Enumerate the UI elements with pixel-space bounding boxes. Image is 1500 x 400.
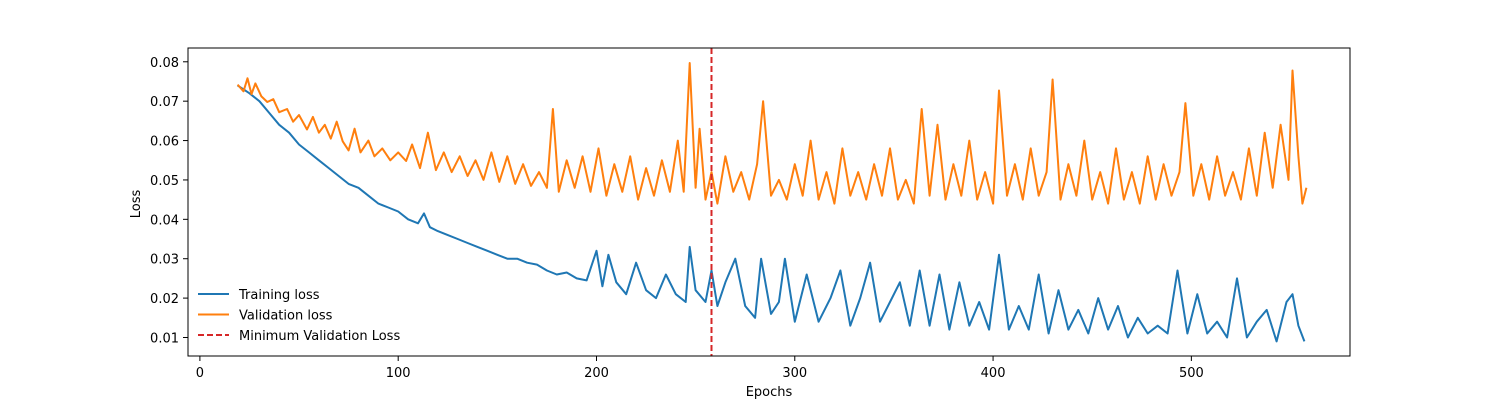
x-tick-label: 200 (584, 366, 609, 381)
legend-label-validation-loss: Validation loss (239, 309, 333, 324)
x-tick-label: 300 (782, 366, 807, 381)
y-tick-label: 0.05 (150, 174, 179, 189)
legend: Training loss Validation loss Minimum Vali… (198, 288, 400, 344)
x-tick-label: 400 (981, 366, 1006, 381)
legend-label-minimum-validation-loss: Minimum Validation Loss (239, 329, 400, 344)
series-line-training-loss (237, 84, 1306, 343)
y-tick-label: 0.01 (150, 331, 179, 346)
x-tick-label: 500 (1179, 366, 1204, 381)
x-tick-label: 100 (386, 366, 411, 381)
y-axis: 0.01 0.02 0.03 0.04 0.05 0.06 0.07 0.08 (150, 56, 188, 346)
y-tick-label: 0.07 (150, 95, 179, 110)
series-line-validation-loss (236, 62, 1308, 205)
plot-frame (187, 47, 1351, 357)
plot-content (236, 48, 1308, 356)
y-tick-label: 0.06 (150, 135, 179, 150)
x-axis: 0 100 200 300 400 500 (196, 356, 1204, 381)
y-tick-label: 0.02 (150, 292, 179, 307)
legend-label-training-loss: Training loss (238, 288, 320, 303)
x-tick-label: 0 (196, 366, 204, 381)
y-tick-label: 0.08 (150, 56, 179, 71)
y-tick-label: 0.03 (150, 253, 179, 268)
x-axis-label: Epochs (746, 385, 793, 400)
y-axis-label: Loss (129, 190, 144, 219)
y-tick-label: 0.04 (150, 213, 179, 228)
